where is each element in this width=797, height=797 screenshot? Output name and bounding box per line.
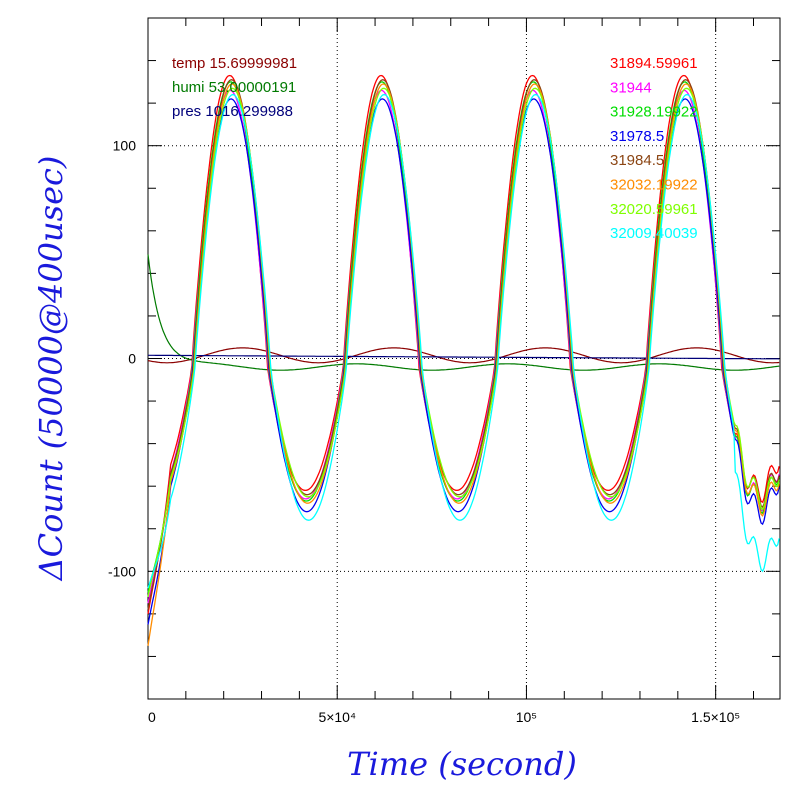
y-axis-title: ΔCount (50000@400usec)	[32, 156, 70, 583]
x-tick-label-0: 0	[148, 709, 156, 725]
env-legend-item: temp 15.69999981	[172, 55, 297, 72]
env-line-0	[147, 347, 780, 364]
series-legend-item: 31894.59961	[610, 55, 698, 72]
legend-env: temp 15.69999981 humi 53.00000191 pres 101…	[172, 55, 297, 120]
series-line-7	[147, 93, 780, 589]
y-tick-label-2: -100	[108, 563, 136, 579]
env-legend-item: pres 1016.299988	[172, 103, 293, 120]
env-line-1	[147, 254, 780, 371]
env-legend-item: humi 53.00000191	[172, 79, 296, 96]
series-lines	[147, 74, 780, 646]
series-legend-item: 32032.19922	[610, 177, 698, 194]
env-line-2	[148, 354, 780, 360]
y-tick-label-1: 0	[128, 351, 136, 367]
series-legend-item: 31984.5	[610, 152, 664, 169]
x-tick-labels: 0 5×10⁴ 10⁵ 1.5×10⁵	[148, 709, 740, 725]
series-legend-item: 32009.40039	[610, 225, 698, 242]
series-legend-item: 31978.5	[610, 128, 664, 145]
x-tick-label-2: 10⁵	[516, 709, 537, 725]
x-axis-title: Time (second)	[347, 745, 577, 783]
x-tick-label-3: 1.5×10⁵	[691, 709, 740, 725]
y-tick-label-0: 100	[113, 138, 137, 154]
series-legend-item: 32020.59961	[610, 201, 698, 218]
y-tick-labels: 100 0 -100	[108, 138, 136, 580]
env-lines	[147, 254, 780, 371]
ticks	[148, 18, 780, 699]
x-tick-label-1: 5×10⁴	[318, 709, 356, 725]
series-legend-item: 31944	[610, 79, 652, 96]
series-legend-item: 31928.19922	[610, 104, 698, 121]
legend-series: 31894.59961 31944 31928.19922 31978.5 31984.…	[610, 55, 698, 242]
